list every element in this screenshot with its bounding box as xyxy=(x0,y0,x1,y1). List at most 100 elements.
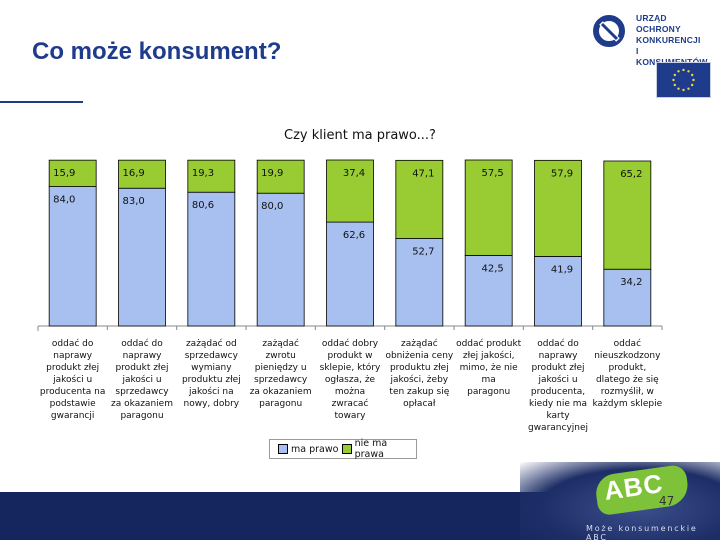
bar-ma-prawo-9 xyxy=(603,268,652,327)
bar-nie-ma-prawa-3 xyxy=(187,159,236,193)
category-label-line: oddać produkt xyxy=(456,339,522,349)
category-label-line: paragonu xyxy=(120,411,164,421)
data-label-nie-ma-prawa-8: 57,9 xyxy=(551,168,573,179)
category-label-line: oddać dobry xyxy=(321,339,379,349)
bar-ma-prawo-7 xyxy=(464,255,513,327)
category-label-line: za okazaniem xyxy=(249,387,312,397)
bar-nie-ma-prawa-4 xyxy=(256,159,305,194)
category-label-line: zażądać xyxy=(401,339,438,349)
category-label-line: producenta na xyxy=(39,387,106,397)
category-label-line: zażądać xyxy=(262,339,299,349)
data-label-ma-prawo-7: 42,5 xyxy=(482,263,504,274)
category-label-line: wymiany xyxy=(191,363,232,373)
category-label-line: jakości u xyxy=(53,375,93,385)
data-label-ma-prawo-1: 84,0 xyxy=(53,195,75,206)
uokik-logo-icon xyxy=(593,15,625,47)
category-label-line: pieniędzy u xyxy=(254,363,307,373)
category-label-line: oddać xyxy=(613,339,642,349)
category-label-line: towary xyxy=(334,411,366,421)
category-label-line: producenta, xyxy=(530,387,586,397)
category-label-line: oddać do xyxy=(51,339,94,349)
bar-ma-prawo-1 xyxy=(48,186,97,327)
category-label-1: oddać do naprawy produkt złej jakości u prod… xyxy=(36,338,110,422)
category-label-8: oddać do naprawy produkt złej jakości u prod… xyxy=(521,338,595,434)
category-label-line: nieuszkodzony xyxy=(594,351,661,361)
category-label-line: rozmyślił, w xyxy=(600,387,654,397)
category-label-line: każdym sklepie xyxy=(592,399,663,409)
bar-ma-prawo-4 xyxy=(256,192,305,327)
category-label-2: oddać do naprawy produkt złej jakości u sprz… xyxy=(105,338,179,422)
bar-nie-ma-prawa-5 xyxy=(326,159,374,223)
category-label-line: naprawy xyxy=(53,351,93,361)
bar-ma-prawo-2 xyxy=(118,187,166,327)
category-label-6: zażądać obniżenia ceny produktu złej jakośc… xyxy=(382,338,456,410)
category-label-line: paragonu xyxy=(259,399,303,409)
data-label-nie-ma-prawa-9: 65,2 xyxy=(620,169,642,180)
legend-swatch-nie-ma-prawa xyxy=(342,444,352,454)
data-label-nie-ma-prawa-5: 37,4 xyxy=(343,168,365,179)
category-label-line: sprzedawcy xyxy=(115,387,169,397)
category-label-line: produktu złej xyxy=(389,363,449,373)
bar-ma-prawo-8 xyxy=(534,256,582,327)
logo-line-2: KONKURENCJI xyxy=(636,35,701,45)
category-label-line: nowy, dobry xyxy=(183,399,240,409)
legend-swatch-ma-prawo xyxy=(278,444,288,454)
category-label-line: kiedy nie ma xyxy=(528,399,588,409)
chart-title: Czy klient ma prawo...? xyxy=(284,128,436,143)
category-label-line: dlatego że się xyxy=(595,375,659,385)
category-label-line: produkt złej xyxy=(531,363,585,373)
category-label-line: sklepie, który xyxy=(319,363,381,373)
category-label-line: produkt złej xyxy=(115,363,169,373)
legend-item-nie-ma-prawa: nie ma prawa xyxy=(342,438,416,460)
bar-nie-ma-prawa-6 xyxy=(395,159,444,239)
footer-caption: Może konsumenckie ABC xyxy=(586,524,698,542)
chart-legend: ma prawo nie ma prawa xyxy=(269,438,417,460)
data-label-ma-prawo-6: 52,7 xyxy=(412,247,434,258)
category-label-line: naprawy xyxy=(122,351,162,361)
data-label-ma-prawo-9: 34,2 xyxy=(620,277,642,288)
title-underline xyxy=(0,101,83,103)
data-label-nie-ma-prawa-1: 15,9 xyxy=(53,168,75,179)
category-label-line: naprawy xyxy=(538,351,578,361)
category-label-9: oddać nieuszkodzony produkt, dlatego że się… xyxy=(590,338,664,410)
data-label-ma-prawo-8: 41,9 xyxy=(551,264,573,275)
category-label-line: gwarancyjnej xyxy=(527,423,589,433)
eu-flag-icon xyxy=(656,62,711,98)
data-label-nie-ma-prawa-4: 19,9 xyxy=(261,168,283,179)
category-label-line: zwrotu xyxy=(265,351,296,361)
category-label-line: oddać do xyxy=(121,339,163,349)
category-label-line: sprzedawcy xyxy=(254,375,308,385)
category-label-line: jakości, żeby xyxy=(390,375,449,385)
bar-nie-ma-prawa-1 xyxy=(48,159,97,187)
bar-nie-ma-prawa-9 xyxy=(603,160,652,270)
category-label-line: produkt złej xyxy=(46,363,100,373)
category-label-line: produkt, xyxy=(608,363,647,373)
category-label-line: ogłasza, że xyxy=(324,375,376,385)
category-label-line: za okazaniem xyxy=(111,399,173,409)
data-label-nie-ma-prawa-7: 57,5 xyxy=(482,168,504,179)
category-label-line: produktu złej xyxy=(181,375,241,385)
category-label-line: paragonu xyxy=(467,387,511,397)
bar-nie-ma-prawa-2 xyxy=(118,159,166,189)
category-label-5: oddać dobry produkt w sklepie, który ogłasz… xyxy=(313,338,387,422)
data-label-ma-prawo-3: 80,6 xyxy=(192,200,214,211)
legend-item-ma-prawo: ma prawo xyxy=(278,443,338,455)
category-label-line: mimo, że nie ma xyxy=(459,363,518,385)
category-label-line: gwarancji xyxy=(50,411,95,421)
page-title: Co może konsument? xyxy=(32,38,282,65)
category-label-line: obniżenia ceny xyxy=(385,351,454,361)
category-label-line: opłacał xyxy=(403,399,436,409)
page-number: 47 xyxy=(659,494,675,508)
category-label-line: sprzedawcy xyxy=(184,351,238,361)
category-label-line: jakości u xyxy=(538,375,578,385)
legend-label-nie-ma-prawa: nie ma prawa xyxy=(354,438,388,460)
category-label-line: złej jakości, xyxy=(462,351,515,361)
logo-line-1: URZĄD OCHRONY xyxy=(636,13,681,34)
category-label-line: oddać do xyxy=(537,339,579,349)
bar-ma-prawo-3 xyxy=(187,191,236,327)
data-label-nie-ma-prawa-2: 16,9 xyxy=(123,168,145,179)
category-label-line: zażądać od xyxy=(185,339,237,349)
data-label-ma-prawo-2: 83,0 xyxy=(123,196,145,207)
bar-nie-ma-prawa-7 xyxy=(464,159,513,256)
